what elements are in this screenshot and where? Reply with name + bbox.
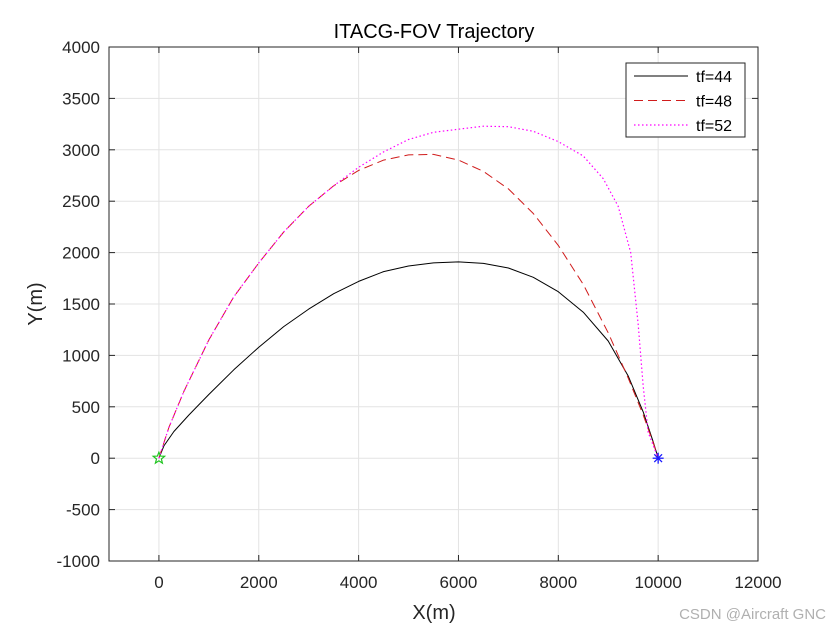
series-line-tf-48 bbox=[158, 153, 659, 459]
series-line-tf-52 bbox=[158, 125, 659, 459]
y-tick-label: 2000 bbox=[62, 244, 100, 263]
legend: tf=44 tf=48 tf=52 bbox=[625, 62, 746, 138]
x-tick-label: 2000 bbox=[240, 573, 278, 592]
target-marker bbox=[652, 452, 664, 464]
y-tick-label: 4000 bbox=[62, 38, 100, 57]
series-lines bbox=[158, 125, 659, 459]
x-tick-label: 4000 bbox=[340, 573, 378, 592]
point-markers bbox=[151, 450, 664, 465]
x-axis-title: X(m) bbox=[412, 602, 455, 624]
x-tick-label: 6000 bbox=[440, 573, 478, 592]
y-axis-title: Y(m) bbox=[25, 282, 47, 325]
legend-label: tf=44 bbox=[696, 69, 732, 86]
y-tick-label: 2500 bbox=[62, 192, 100, 211]
chart-title: ITACG-FOV Trajectory bbox=[334, 21, 535, 43]
y-tick-label: -1000 bbox=[57, 552, 100, 571]
x-tick-label: 10000 bbox=[635, 573, 682, 592]
x-tick-label: 8000 bbox=[539, 573, 577, 592]
y-axis-ticks: -1000 -500 0 500 1000 1500 2000 2500 3000 3500 400… bbox=[57, 38, 758, 571]
series-line-tf-44 bbox=[158, 261, 659, 459]
start-marker bbox=[151, 450, 167, 465]
legend-label: tf=48 bbox=[696, 94, 732, 111]
x-tick-label: 0 bbox=[154, 573, 163, 592]
legend-box bbox=[625, 62, 746, 138]
watermark: CSDN @Aircraft GNC bbox=[679, 606, 826, 623]
y-tick-label: 0 bbox=[91, 449, 100, 468]
y-tick-label: 1500 bbox=[62, 295, 100, 314]
y-tick-label: -500 bbox=[66, 501, 100, 520]
y-tick-label: 500 bbox=[72, 398, 100, 417]
x-axis-ticks: 0 2000 4000 6000 8000 10000 12000 bbox=[154, 47, 782, 592]
x-tick-label: 12000 bbox=[734, 573, 781, 592]
legend-label: tf=52 bbox=[696, 118, 732, 135]
y-tick-label: 1000 bbox=[62, 346, 100, 365]
y-tick-label: 3000 bbox=[62, 141, 100, 160]
y-tick-label: 3500 bbox=[62, 89, 100, 108]
